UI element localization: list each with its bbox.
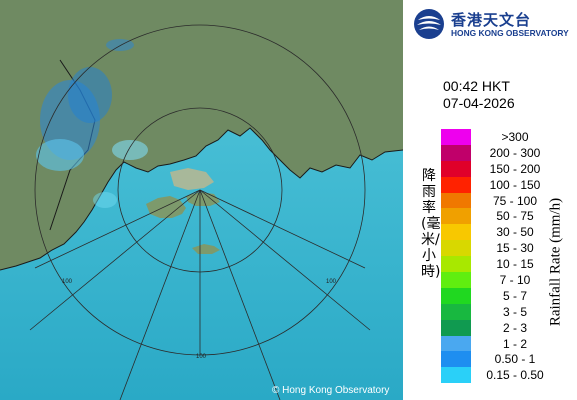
legend-row: 200 - 300 — [441, 144, 540, 161]
hko-logo-icon — [414, 9, 444, 39]
header: 香港天文台 HONG KONG OBSERVATORY — [413, 8, 573, 40]
legend-swatch — [441, 319, 471, 336]
radar-date: 07-04-2026 — [443, 95, 515, 111]
land-island-south — [192, 244, 220, 254]
land-kowloon — [170, 168, 214, 190]
land-mainland — [0, 0, 403, 270]
legend-range-label: 30 - 50 — [496, 225, 534, 240]
legend-range-label: 3 - 5 — [502, 304, 527, 319]
legend-swatch — [441, 287, 471, 304]
legend-swatch — [441, 367, 471, 384]
legend-range-label: 0.50 - 1 — [494, 352, 536, 367]
legend-row: 30 - 50 — [441, 224, 534, 241]
legend-panel: 香港天文台 HONG KONG OBSERVATORY 00:42 HKT 07… — [403, 0, 577, 400]
rain-echoes — [36, 39, 148, 208]
copyright-text: © Hong Kong Observatory — [272, 385, 390, 396]
legend-swatch — [441, 256, 471, 273]
legend-row: 2 - 3 — [441, 319, 527, 336]
radar-map: 100 100 100 — [0, 0, 403, 400]
legend-range-label: >300 — [501, 130, 529, 144]
legend-row: 3 - 5 — [441, 303, 527, 320]
legend-range-label: 2 - 3 — [502, 320, 527, 335]
org-name-en: HONG KONG OBSERVATORY — [451, 28, 569, 38]
radar-time: 00:42 HKT — [443, 78, 510, 94]
legend-swatch — [441, 160, 471, 177]
legend-row: 100 - 150 — [441, 176, 540, 193]
rainfall-legend: >300 200 - 300 150 - 200 100 - 150 75 - 100 5… — [441, 129, 544, 384]
legend-title-en: Rainfall Rate (mm/h) — [547, 197, 564, 327]
range-label-west: 100 — [62, 279, 73, 285]
legend-swatch — [441, 176, 471, 193]
legend-range-label: 100 - 150 — [489, 177, 541, 192]
legend-swatch — [441, 272, 471, 288]
legend-swatch — [441, 144, 471, 161]
legend-swatch — [441, 240, 471, 257]
legend-row: 7 - 10 — [441, 272, 530, 288]
legend-row: 50 - 75 — [441, 208, 534, 225]
legend-swatch — [441, 192, 471, 209]
legend-row: 0.50 - 1 — [441, 351, 535, 368]
legend-range-label: 15 - 30 — [496, 241, 534, 256]
legend-range-label: 0.15 - 0.50 — [486, 368, 544, 383]
legend-row: 15 - 30 — [441, 240, 534, 257]
legend-range-label: 5 - 7 — [502, 288, 527, 303]
legend-swatch — [441, 208, 471, 225]
legend-row: >300 — [441, 129, 529, 145]
legend-row: 0.15 - 0.50 — [441, 367, 544, 384]
legend-range-label: 7 - 10 — [499, 273, 531, 288]
legend-row: 150 - 200 — [441, 160, 540, 177]
range-rings — [29, 24, 371, 400]
legend-range-label: 10 - 15 — [496, 257, 534, 272]
legend-range-label: 1 - 2 — [502, 336, 527, 351]
range-label-south: 100 — [196, 354, 207, 360]
legend-title-zh: 降雨率(毫米/小時) — [421, 168, 441, 280]
legend-swatch — [441, 224, 471, 241]
legend-range-label: 75 - 100 — [492, 193, 538, 208]
legend-range-label: 50 - 75 — [496, 209, 534, 224]
legend-range-label: 150 - 200 — [489, 161, 541, 176]
range-label-east: 100 — [326, 279, 337, 285]
legend-row: 75 - 100 — [441, 192, 537, 209]
legend-swatch — [441, 129, 471, 145]
legend-range-label: 200 - 300 — [489, 145, 541, 160]
legend-row: 1 - 2 — [441, 335, 527, 352]
org-name-zh: 香港天文台 — [451, 11, 532, 29]
legend-swatch — [441, 335, 471, 352]
legend-swatch — [441, 351, 471, 368]
legend-swatch — [441, 303, 471, 320]
legend-row: 10 - 15 — [441, 256, 534, 273]
legend-row: 5 - 7 — [441, 287, 527, 304]
